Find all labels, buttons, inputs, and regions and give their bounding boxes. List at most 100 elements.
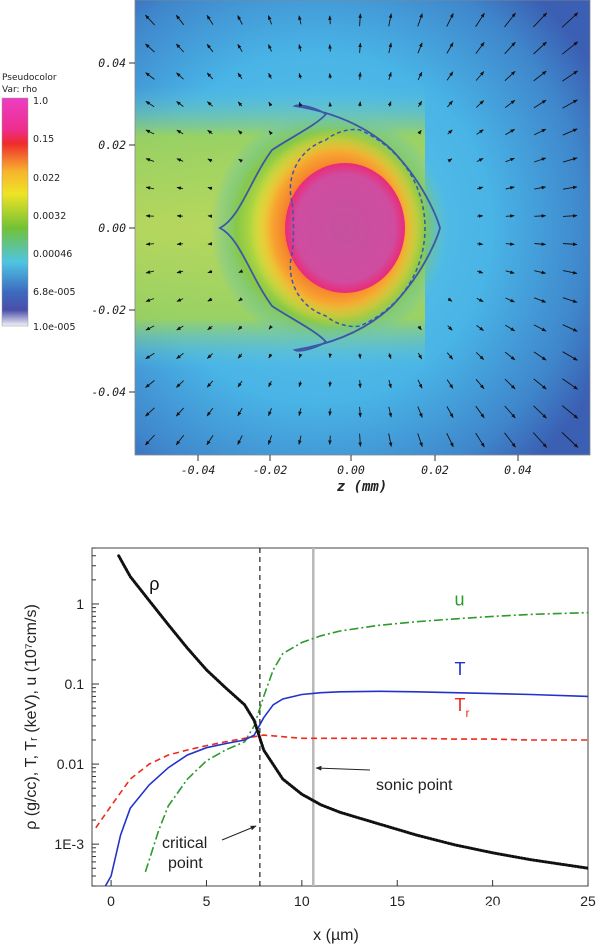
velocity-arrow xyxy=(562,99,578,109)
velocity-arrow xyxy=(476,186,484,191)
y-tick-label: -0.02 xyxy=(91,303,126,317)
velocity-arrow xyxy=(268,380,273,388)
velocity-arrow xyxy=(145,72,155,80)
heatmap-y-axis: 0.04 0.02 0.00 -0.02 -0.04 xyxy=(91,56,135,399)
watermark: 知乎 @eggmelon xyxy=(476,903,592,920)
velocity-arrow xyxy=(446,71,454,81)
velocity-arrow xyxy=(562,214,578,218)
velocity-arrow xyxy=(145,434,155,446)
velocity-arrow xyxy=(532,12,548,28)
velocity-arrow xyxy=(417,13,423,27)
velocity-arrow xyxy=(505,242,515,246)
x-tick-label: 15 xyxy=(389,893,405,909)
velocity-arrow xyxy=(298,435,302,445)
colorbar-tick: 0.15 xyxy=(33,134,54,145)
velocity-arrow xyxy=(358,406,362,418)
velocity-arrow xyxy=(417,325,422,331)
velocity-arrow xyxy=(504,405,516,419)
velocity-arrow xyxy=(145,352,155,360)
velocity-arrow xyxy=(358,13,362,27)
series-label-u: u xyxy=(455,590,465,610)
velocity-arrow xyxy=(298,101,303,107)
velocity-arrow xyxy=(505,128,515,136)
velocity-arrow xyxy=(446,352,454,360)
velocity-arrow xyxy=(268,101,273,107)
velocity-arrow xyxy=(476,297,484,303)
velocity-arrow xyxy=(358,433,362,447)
velocity-arrow xyxy=(562,41,579,55)
velocity-arrow xyxy=(417,71,423,81)
velocity-arrow xyxy=(562,351,578,361)
velocity-arrow xyxy=(562,378,578,390)
x-tick-label: 0.04 xyxy=(504,463,532,477)
series-T-curve xyxy=(104,690,588,886)
velocity-arrow xyxy=(447,325,453,331)
velocity-arrow xyxy=(504,99,516,109)
velocity-arrow xyxy=(447,158,453,163)
velocity-arrow xyxy=(207,269,213,274)
velocity-arrow xyxy=(237,325,243,330)
velocity-arrow xyxy=(207,353,213,359)
velocity-arrow xyxy=(206,43,214,53)
velocity-arrow xyxy=(176,325,184,331)
velocity-arrow xyxy=(562,70,578,82)
velocity-arrow xyxy=(475,379,485,390)
colorbar-legend: Pseudocolor Var: rho 1.0 0.15 0.022 0.00… xyxy=(1,73,76,333)
velocity-arrow xyxy=(207,158,213,163)
velocity-arrow xyxy=(237,43,243,52)
velocity-arrow xyxy=(268,130,273,136)
velocity-arrow xyxy=(358,380,362,389)
sonic-point-label: sonic point xyxy=(376,777,453,794)
velocity-arrow xyxy=(505,157,515,163)
velocity-arrow xyxy=(475,100,485,108)
velocity-arrow xyxy=(206,72,214,80)
velocity-arrow xyxy=(387,101,392,107)
velocity-arrow xyxy=(145,298,155,302)
velocity-arrow xyxy=(145,129,155,135)
velocity-arrow xyxy=(446,42,454,54)
velocity-arrow xyxy=(206,15,214,25)
y-tick-label: 0.00 xyxy=(98,221,126,235)
velocity-arrow xyxy=(238,269,244,273)
velocity-arrow xyxy=(175,14,185,26)
velocity-arrow xyxy=(534,270,547,275)
velocity-arrow xyxy=(475,42,485,54)
velocity-arrow xyxy=(298,15,302,25)
velocity-arrow xyxy=(533,351,547,361)
annotation-critical-point: critical point xyxy=(162,825,257,872)
velocity-arrow xyxy=(176,242,183,246)
velocity-arrow xyxy=(504,70,516,82)
heatmap-x-axis: -0.04 -0.02 0.00 0.02 0.04 z (mm) xyxy=(181,455,532,495)
velocity-arrow xyxy=(505,324,516,332)
y-tick-label: 0.04 xyxy=(98,56,126,70)
velocity-arrow xyxy=(388,13,393,27)
velocity-arrow xyxy=(562,270,578,275)
velocity-arrow xyxy=(387,353,392,360)
velocity-arrow xyxy=(145,270,155,274)
velocity-arrow xyxy=(328,435,332,445)
velocity-arrow xyxy=(504,41,516,55)
velocity-arrow xyxy=(446,379,454,389)
velocity-arrow xyxy=(562,128,578,136)
velocity-arrow xyxy=(145,242,154,246)
density-heatmap: 0.04 0.02 0.00 -0.02 -0.04 -0.04 -0.02 0… xyxy=(1,0,591,495)
velocity-arrow xyxy=(237,15,243,25)
critical-point-label-line2: point xyxy=(168,855,203,872)
critical-point-arrow xyxy=(221,825,257,841)
velocity-arrow xyxy=(207,101,213,107)
colorbar-tick: 0.00046 xyxy=(33,249,72,260)
velocity-arrow xyxy=(533,99,547,109)
velocity-arrow xyxy=(145,380,155,388)
velocity-arrow xyxy=(562,185,578,190)
series-u-curve xyxy=(144,611,588,873)
velocity-arrow xyxy=(504,12,516,28)
line-chart-plot-area xyxy=(95,548,588,886)
colorbar-tick: 0.0032 xyxy=(33,211,66,222)
series-rho-curve xyxy=(117,554,588,870)
velocity-arrow xyxy=(505,297,515,303)
velocity-arrow xyxy=(358,353,362,359)
velocity-arrow xyxy=(145,14,155,26)
velocity-arrow xyxy=(533,70,547,82)
velocity-arrow xyxy=(475,405,485,419)
